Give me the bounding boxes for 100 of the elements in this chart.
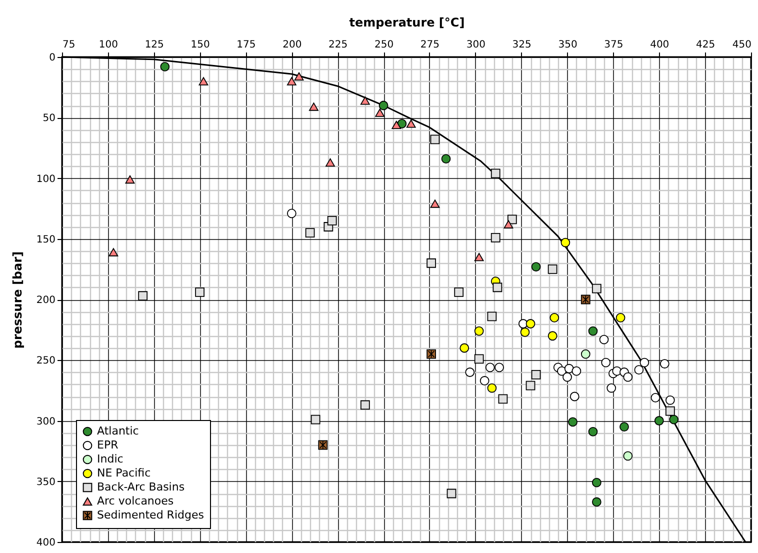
y-tick-label: 50	[42, 113, 56, 124]
point	[531, 262, 541, 272]
point	[660, 359, 670, 368]
point	[568, 417, 578, 427]
legend-label: EPR	[97, 438, 119, 452]
point	[490, 168, 500, 178]
point	[606, 383, 616, 393]
x-tick-label: 100	[98, 40, 118, 50]
point	[623, 372, 633, 382]
x-axis-title: temperature [°C]	[349, 16, 465, 30]
point	[198, 77, 208, 86]
point	[378, 100, 388, 110]
y-tick-label: 150	[36, 234, 56, 246]
point	[548, 264, 558, 274]
point	[286, 77, 296, 86]
point	[360, 400, 370, 410]
point	[634, 365, 644, 375]
point	[454, 288, 464, 297]
point	[498, 394, 508, 404]
point	[487, 312, 497, 322]
x-tick-label: 200	[282, 40, 302, 50]
point	[640, 358, 650, 368]
point	[494, 362, 504, 372]
point	[526, 380, 536, 390]
x-tick-label: 300	[466, 40, 486, 50]
point	[599, 334, 609, 344]
y-tick-label: 400	[36, 538, 56, 548]
point	[406, 120, 416, 128]
point	[195, 288, 204, 297]
point	[474, 354, 484, 364]
point	[426, 349, 436, 359]
point	[138, 291, 148, 301]
point	[326, 158, 335, 167]
point	[487, 383, 497, 393]
point	[286, 208, 296, 218]
point	[490, 232, 500, 242]
legend-label: Atlantic	[97, 424, 139, 438]
point	[601, 358, 611, 368]
point	[560, 238, 570, 248]
x-tick-label: 375	[604, 40, 624, 50]
point	[504, 220, 514, 228]
point	[550, 313, 560, 322]
point	[623, 451, 633, 461]
point	[654, 416, 664, 426]
point	[588, 326, 598, 336]
point	[480, 376, 490, 386]
x-tick-label: 75	[62, 40, 76, 50]
point	[485, 362, 495, 372]
point	[526, 319, 536, 328]
point	[430, 134, 440, 144]
point	[580, 349, 590, 359]
x-tick-label: 350	[558, 40, 578, 50]
point	[548, 331, 558, 341]
point	[375, 108, 385, 117]
point	[465, 368, 475, 377]
x-tick-label: 175	[236, 40, 256, 50]
point	[616, 313, 626, 322]
point	[650, 393, 660, 402]
x-tick-label: 250	[374, 40, 394, 50]
x-tick-label: 275	[420, 40, 440, 50]
x-tick-label: 400	[650, 40, 670, 50]
point	[592, 497, 602, 507]
x-tick-label: 425	[696, 40, 716, 50]
y-tick-label: 350	[36, 476, 56, 488]
point	[492, 282, 502, 292]
point	[592, 284, 602, 294]
legend-label: Indic	[97, 452, 124, 466]
point	[665, 406, 675, 416]
point	[108, 248, 118, 256]
y-axis-title: pressure [bar]	[10, 251, 24, 349]
point	[474, 252, 484, 262]
y-tick-label: 100	[36, 174, 56, 185]
point	[588, 426, 598, 436]
point	[572, 366, 582, 376]
point	[309, 102, 318, 111]
point	[430, 200, 440, 208]
point	[531, 370, 541, 380]
point	[305, 228, 315, 238]
legend-label: NE Pacific	[97, 466, 151, 480]
point	[327, 216, 337, 226]
legend-label: Arc volcanoes	[97, 494, 174, 508]
point	[620, 422, 629, 432]
point	[160, 62, 170, 72]
point	[310, 414, 320, 424]
x-tick-label: 325	[512, 40, 532, 50]
point	[570, 392, 580, 402]
point	[441, 154, 451, 164]
point	[392, 120, 402, 130]
x-tick-label: 450	[732, 40, 752, 50]
point	[426, 258, 436, 268]
point	[294, 72, 304, 81]
x-tick-label: 225	[328, 40, 348, 50]
point	[592, 478, 602, 488]
point	[125, 175, 135, 184]
legend-label: Back-Arc Basins	[97, 480, 185, 494]
point	[562, 372, 572, 382]
point	[520, 328, 530, 337]
y-tick-label: 250	[36, 356, 56, 367]
x-tick-label: 150	[190, 40, 210, 50]
legend-label: Sedimented Ridges	[97, 508, 204, 522]
